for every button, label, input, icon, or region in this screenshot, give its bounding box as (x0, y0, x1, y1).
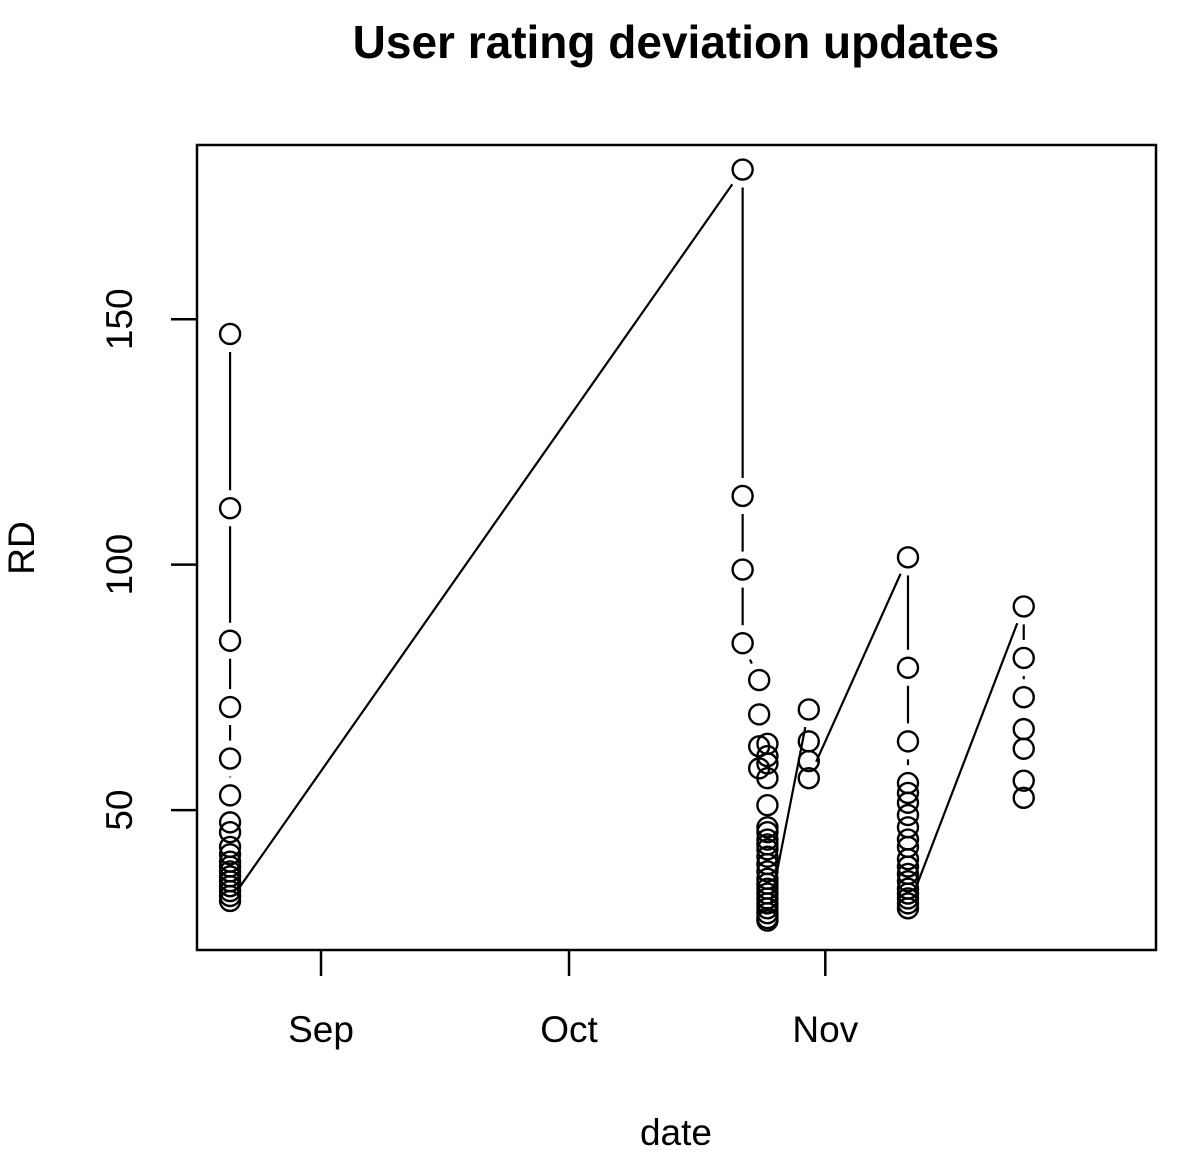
data-point (896, 730, 920, 753)
data-point (1012, 595, 1035, 618)
data-point (756, 752, 779, 775)
data-point (218, 695, 242, 719)
data-point (896, 816, 920, 839)
data-point (756, 860, 779, 883)
data-point (756, 845, 779, 868)
y-tick-label: 50 (99, 790, 140, 831)
data-point (756, 820, 779, 844)
y-tick-label: 100 (99, 534, 140, 596)
data-point (218, 497, 242, 520)
series-points (218, 158, 1035, 932)
data-point (218, 322, 242, 346)
series-segment (749, 659, 753, 665)
data-point (1012, 686, 1035, 709)
x-tick-label: Sep (288, 1009, 354, 1050)
series-segment (815, 573, 902, 763)
y-axis-label: RD (1, 521, 42, 574)
data-point (218, 747, 242, 770)
data-point (218, 843, 242, 866)
data-point (896, 803, 920, 827)
x-axis: Sep Oct Nov (288, 950, 859, 1050)
data-point (218, 629, 242, 652)
data-point (896, 791, 920, 814)
data-point (756, 767, 779, 790)
series-lines (228, 183, 1025, 904)
series-segment (913, 622, 1019, 892)
data-point (1012, 717, 1035, 741)
data-point (1012, 646, 1035, 670)
data-point (896, 855, 920, 878)
data-point (797, 698, 820, 721)
data-point (731, 632, 754, 655)
data-point (218, 811, 242, 834)
plot-frame (195, 143, 1158, 952)
data-point (731, 158, 754, 181)
data-point (756, 744, 779, 768)
x-tick-label: Oct (540, 1009, 598, 1050)
data-point (747, 668, 771, 692)
data-point (896, 781, 920, 805)
data-point (218, 820, 242, 844)
data-point (797, 767, 820, 790)
data-point (747, 703, 771, 726)
data-point (896, 847, 920, 871)
x-axis-label: date (640, 1112, 712, 1153)
data-point (731, 558, 754, 581)
data-point (756, 838, 779, 861)
y-axis: 50 100 150 (99, 288, 197, 831)
data-point (756, 909, 779, 932)
data-point (896, 897, 920, 920)
data-point (1012, 786, 1035, 810)
x-tick-label: Nov (792, 1009, 858, 1050)
data-point (896, 870, 920, 893)
data-point (1012, 737, 1035, 760)
data-point (896, 656, 920, 679)
data-point (756, 793, 779, 817)
data-point (731, 484, 754, 508)
series-segment (239, 183, 734, 887)
data-point (218, 784, 242, 807)
data-point (797, 749, 820, 773)
data-point (1012, 769, 1035, 792)
y-tick-label: 150 (99, 288, 140, 350)
data-point (896, 546, 920, 569)
data-point (218, 889, 242, 913)
chart-title: User rating deviation updates (353, 16, 1000, 68)
